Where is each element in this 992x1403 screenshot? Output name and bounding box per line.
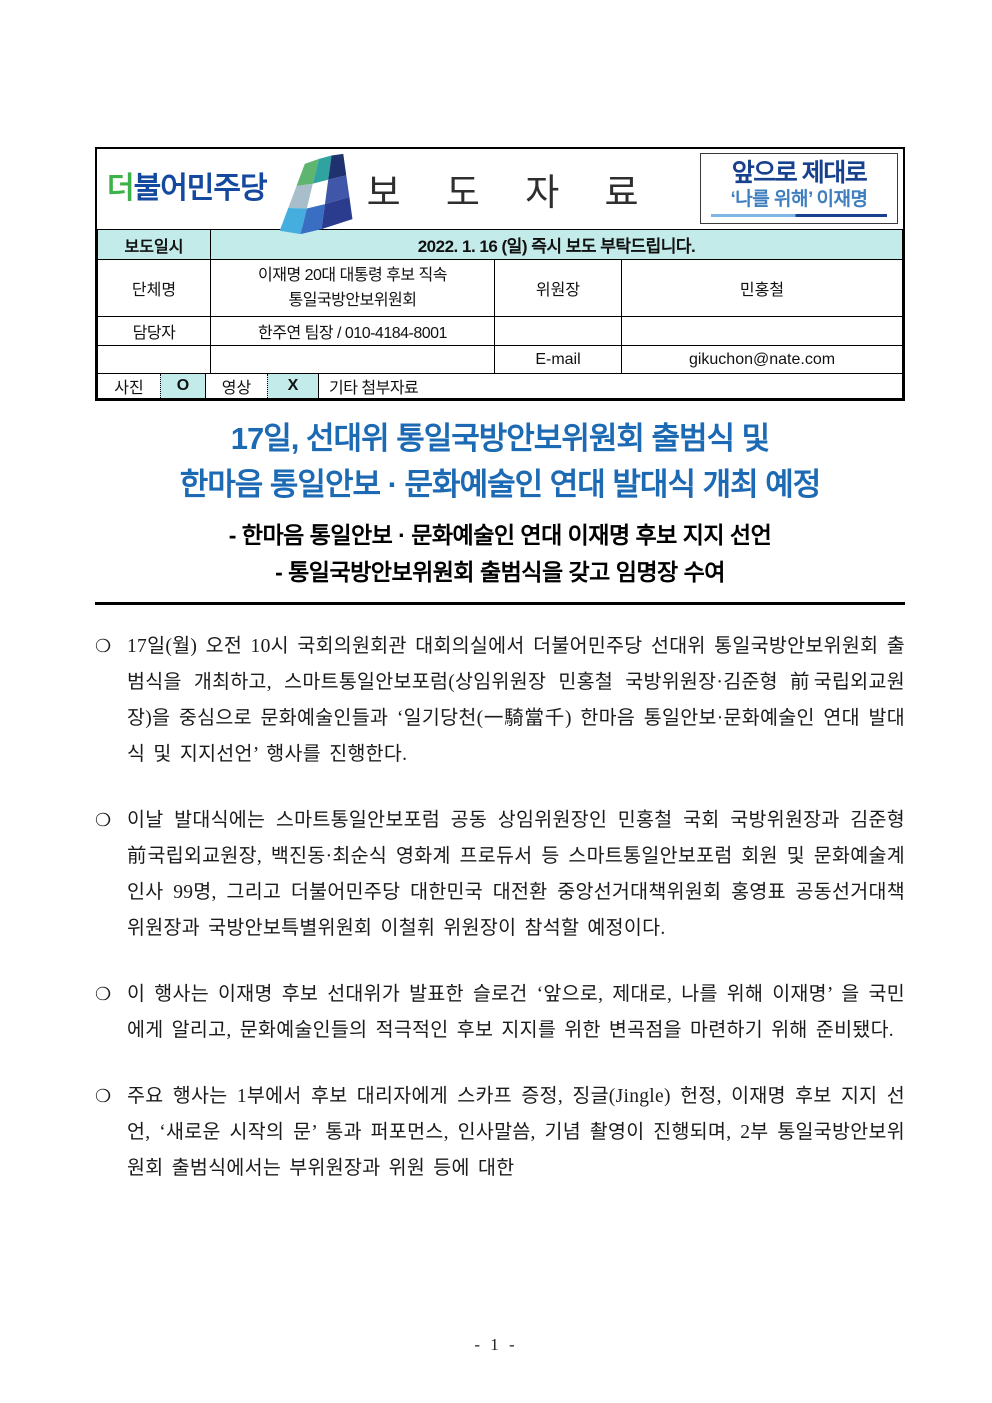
party-flag-icon: [279, 153, 353, 235]
subtitle-line2: - 통일국방안보위원회 출범식을 갖고 임명장 수여: [275, 559, 725, 585]
org-value: 이재명 20대 대통령 후보 직속 통일국방안보위원회: [210, 259, 495, 317]
contact-value: 한주연 팀장 / 010-4184-8001: [210, 316, 495, 346]
party-logo-text-blue: 불어민주당: [133, 172, 268, 205]
circle-bullet-icon: ❍: [95, 1086, 112, 1107]
row-email: E-mail gikuchon@nate.com: [97, 345, 903, 374]
slogan-line2: ‘나를 위해’ 이재명: [730, 188, 868, 210]
row-organization: 단체명 이재명 20대 대통령 후보 직속 통일국방안보위원회 위원장 민홍철: [97, 259, 903, 317]
contact-empty-cell-2: [621, 316, 903, 346]
email-label: E-mail: [494, 345, 622, 374]
circle-bullet-icon: ❍: [95, 984, 112, 1005]
paragraph-3-text: 이 행사는 이재명 후보 선대위가 발표한 슬로건 ‘앞으로, 제대로, 나를 …: [127, 984, 905, 1041]
paragraph-2: ❍ 이날 발대식에는 스마트통일안보포럼 공동 상임위원장인 민홍철 국회 국방…: [95, 803, 905, 947]
info-table: 보도일시 2022. 1. 16 (일) 즉시 보도 부탁드립니다. 단체명 이…: [97, 229, 903, 399]
org-label: 단체명: [97, 259, 211, 317]
page-number: - 1 -: [474, 1335, 518, 1354]
video-value: X: [267, 374, 319, 398]
row-contact: 담당자 한주연 팀장 / 010-4184-8001: [97, 316, 903, 346]
doc-header: 더불어민주당 보 도 자 료 앞으로 제대로: [97, 149, 903, 235]
subtitle-line1: - 한마음 통일안보 · 문화예술인 연대 이재명 후보 지지 선언: [228, 522, 772, 548]
chair-value: 민홍철: [621, 259, 903, 317]
subtitle: - 한마음 통일안보 · 문화예술인 연대 이재명 후보 지지 선언 - 통일국…: [95, 517, 905, 591]
email-empty-cell-1: [97, 345, 211, 374]
main-title-line1: 17일, 선대위 통일국방안보위원회 출범식 및: [230, 421, 770, 456]
email-value: gikuchon@nate.com: [621, 345, 903, 374]
paragraph-1: ❍ 17일(월) 오전 10시 국회의원회관 대회의실에서 더불어민주당 선대위…: [95, 629, 905, 773]
org-value-line1: 이재명 20대 대통령 후보 직속: [258, 267, 448, 284]
paragraph-3: ❍ 이 행사는 이재명 후보 선대위가 발표한 슬로건 ‘앞으로, 제대로, 나…: [95, 977, 905, 1049]
main-title: 17일, 선대위 통일국방안보위원회 출범식 및 한마음 통일안보 · 문화예술…: [95, 416, 905, 508]
slogan-underline: [711, 213, 887, 217]
main-title-line2: 한마음 통일안보 · 문화예술인 연대 발대식 개최 예정: [179, 467, 822, 502]
chair-label: 위원장: [494, 259, 622, 317]
body-text: ❍ 17일(월) 오전 10시 국회의원회관 대회의실에서 더불어민주당 선대위…: [95, 629, 905, 1187]
contact-empty-cell-1: [494, 316, 622, 346]
report-date-value: 2022. 1. 16 (일) 즉시 보도 부탁드립니다.: [210, 229, 903, 260]
paragraph-2-text: 이날 발대식에는 스마트통일안보포럼 공동 상임위원장인 민홍철 국회 국방위원…: [127, 810, 905, 939]
party-logo-text-green: 더: [107, 172, 135, 205]
doc-header-box: 더불어민주당 보 도 자 료 앞으로 제대로: [95, 147, 905, 401]
slogan-box: 앞으로 제대로 ‘나를 위해’ 이재명: [700, 153, 898, 224]
row-attachments: 사진 O 영상 X 기타 첨부자료: [97, 373, 903, 399]
video-label: 영상: [221, 380, 252, 397]
attachment-label: 기타 첨부자료: [329, 380, 419, 397]
slogan-line1: 앞으로 제대로: [731, 159, 868, 188]
doc-type-title: 보 도 자 료: [366, 173, 657, 214]
divider-rule: [95, 602, 905, 605]
paragraph-1-text: 17일(월) 오전 10시 국회의원회관 대회의실에서 더불어민주당 선대위 통…: [127, 636, 905, 765]
org-value-line2: 통일국방안보위원회: [288, 292, 417, 309]
email-empty-cell-2: [210, 345, 495, 374]
party-logo: 더불어민주당: [107, 153, 365, 235]
circle-bullet-icon: ❍: [95, 636, 112, 657]
party-logo-text: 더불어민주당: [107, 163, 268, 215]
photo-value: O: [160, 374, 206, 398]
contact-label: 담당자: [97, 316, 211, 346]
paragraph-4: ❍ 주요 행사는 1부에서 후보 대리자에게 스카프 증정, 징글(Jingle…: [95, 1079, 905, 1187]
paragraph-4-text: 주요 행사는 1부에서 후보 대리자에게 스카프 증정, 징글(Jingle) …: [127, 1086, 905, 1179]
circle-bullet-icon: ❍: [95, 810, 112, 831]
row-report-date: 보도일시 2022. 1. 16 (일) 즉시 보도 부탁드립니다.: [97, 229, 903, 260]
photo-label: 사진: [114, 380, 144, 397]
